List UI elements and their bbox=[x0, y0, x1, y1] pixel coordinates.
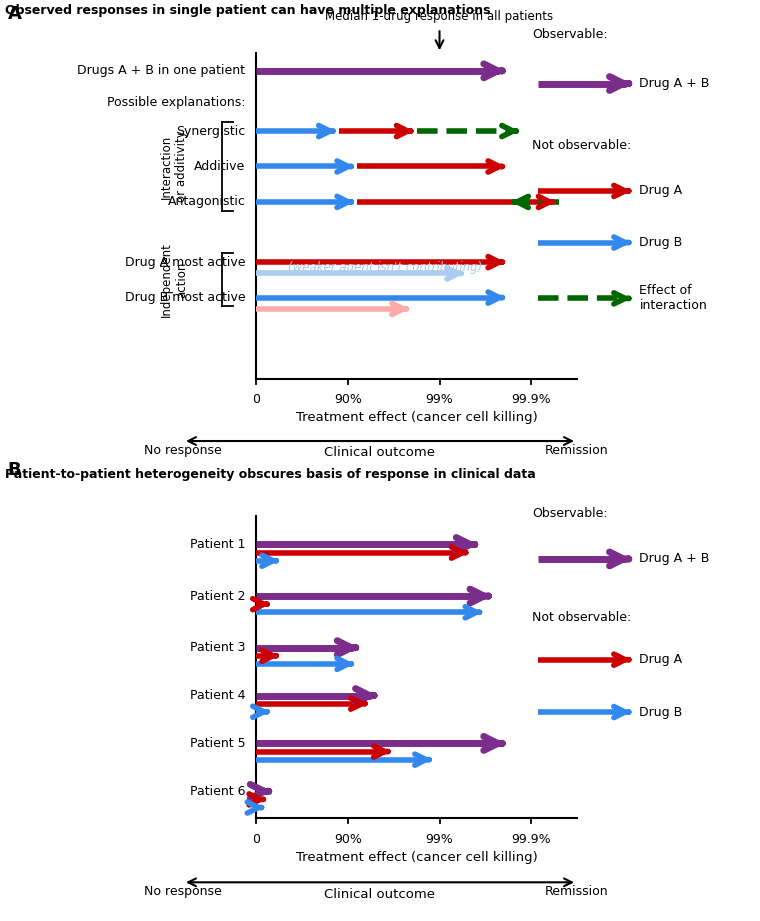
Text: Drug A: Drug A bbox=[639, 653, 682, 666]
Text: Drug A + B: Drug A + B bbox=[639, 77, 710, 90]
Text: 90%: 90% bbox=[334, 833, 362, 845]
Text: Possible explanations:: Possible explanations: bbox=[107, 96, 245, 110]
Text: Patient 5: Patient 5 bbox=[190, 737, 245, 750]
Text: Patient 1: Patient 1 bbox=[190, 538, 245, 551]
Text: Patient 4: Patient 4 bbox=[190, 689, 245, 702]
Text: Drugs A + B in one patient: Drugs A + B in one patient bbox=[78, 64, 245, 77]
Text: Observable:: Observable: bbox=[532, 28, 608, 41]
Text: Observable:: Observable: bbox=[532, 507, 608, 519]
Text: 99%: 99% bbox=[426, 393, 454, 406]
Text: Remission: Remission bbox=[545, 444, 609, 457]
Text: Clinical outcome: Clinical outcome bbox=[325, 888, 435, 901]
Text: Drug B: Drug B bbox=[639, 236, 682, 249]
Text: Independent
action: Independent action bbox=[160, 242, 188, 317]
Text: Drug A + B: Drug A + B bbox=[639, 553, 710, 565]
Text: Interaction
or additivity: Interaction or additivity bbox=[160, 131, 188, 203]
Text: 99.9%: 99.9% bbox=[511, 393, 551, 406]
Text: Drug B: Drug B bbox=[639, 705, 682, 718]
Text: Synergistic: Synergistic bbox=[176, 124, 245, 137]
Text: Not observable:: Not observable: bbox=[532, 612, 632, 624]
Text: 0: 0 bbox=[252, 833, 261, 845]
Text: A: A bbox=[8, 5, 21, 23]
Text: B: B bbox=[8, 460, 21, 479]
Text: (weaker agent isn't contributing): (weaker agent isn't contributing) bbox=[289, 262, 483, 274]
Text: Clinical outcome: Clinical outcome bbox=[325, 447, 435, 460]
Text: Treatment effect (cancer cell killing): Treatment effect (cancer cell killing) bbox=[296, 411, 537, 424]
Text: Patient-to-patient heterogeneity obscures basis of response in clinical data: Patient-to-patient heterogeneity obscure… bbox=[5, 468, 535, 481]
Text: 99%: 99% bbox=[426, 833, 454, 845]
Text: Median 1-drug response in all patients: Median 1-drug response in all patients bbox=[325, 10, 553, 23]
Text: Patient 2: Patient 2 bbox=[190, 589, 245, 602]
Text: Remission: Remission bbox=[545, 885, 609, 898]
Text: 90%: 90% bbox=[334, 393, 362, 406]
Text: Treatment effect (cancer cell killing): Treatment effect (cancer cell killing) bbox=[296, 851, 537, 864]
Text: 99.9%: 99.9% bbox=[511, 833, 551, 845]
Text: Drug A: Drug A bbox=[639, 184, 682, 197]
Text: Drug A most active: Drug A most active bbox=[125, 256, 245, 269]
Text: No response: No response bbox=[144, 444, 222, 457]
Text: Patient 3: Patient 3 bbox=[190, 641, 245, 654]
Text: No response: No response bbox=[144, 885, 222, 898]
Text: 0: 0 bbox=[252, 393, 261, 406]
Text: Observed responses in single patient can have multiple explanations: Observed responses in single patient can… bbox=[5, 4, 490, 17]
Text: Drug B most active: Drug B most active bbox=[125, 291, 245, 304]
Text: Effect of
interaction: Effect of interaction bbox=[639, 285, 708, 312]
Text: Patient 6: Patient 6 bbox=[190, 785, 245, 798]
Text: Additive: Additive bbox=[194, 160, 245, 173]
Text: Antagonistic: Antagonistic bbox=[167, 195, 245, 208]
Text: Not observable:: Not observable: bbox=[532, 139, 632, 152]
